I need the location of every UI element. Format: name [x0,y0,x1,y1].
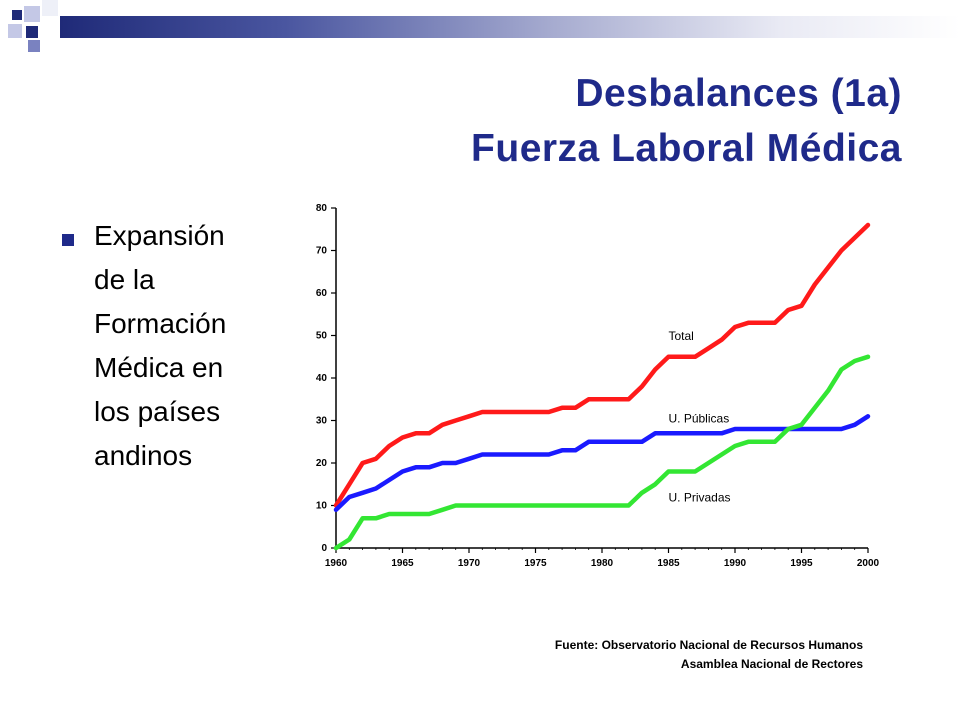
deco-square [42,0,58,16]
series-label: Total [669,329,694,343]
x-tick-label: 1960 [325,558,348,569]
title-line-1: Desbalances (1a) [575,72,902,115]
y-tick-label: 40 [316,373,328,384]
series-line [333,414,871,513]
slide-title: Desbalances (1a) Fuerza Laboral Médica [262,66,902,176]
bullet-text: Expansión de la Formación Médica en los … [94,220,227,471]
series-line [333,354,871,551]
y-tick-label: 0 [321,543,327,554]
y-tick-label: 70 [316,246,328,257]
source-note: Fuente: Observatorio Nacional de Recurso… [555,636,863,674]
y-tick-label: 60 [316,288,328,299]
series-label: U. Públicas [669,412,730,426]
y-tick-label: 50 [316,331,328,342]
y-tick-label: 20 [316,458,328,469]
header-bar [60,16,960,38]
x-tick-label: 1990 [724,558,747,569]
y-tick-label: 80 [316,203,328,214]
series-line [333,222,871,508]
x-tick-label: 2000 [857,558,880,569]
y-tick-label: 10 [316,501,328,512]
x-tick-label: 1975 [524,558,547,569]
deco-square [24,6,40,22]
x-tick-label: 1965 [391,558,414,569]
y-tick-label: 30 [316,416,328,427]
deco-square [28,40,40,52]
series-label: U. Privadas [669,490,731,504]
chart-svg: 0 10 20 30 40 50 60 70 80 1960 1965 1970 1975 1980 198… [316,203,880,569]
bullet-marker [62,234,74,246]
deco-square [8,24,22,38]
deco-square [26,26,38,38]
deco-square [12,10,22,20]
x-tick-label: 1985 [657,558,680,569]
x-tick-label: 1995 [790,558,813,569]
source-line-1: Fuente: Observatorio Nacional de Recurso… [554,638,863,652]
source-line-2: Asamblea Nacional de Rectores [680,657,863,671]
title-line-2: Fuerza Laboral Médica [471,127,902,170]
x-tick-label: 1970 [458,558,481,569]
line-chart: 0 10 20 30 40 50 60 70 80 1960 1965 1970 1975 1980 198… [296,196,896,576]
x-tick-label: 1980 [591,558,614,569]
